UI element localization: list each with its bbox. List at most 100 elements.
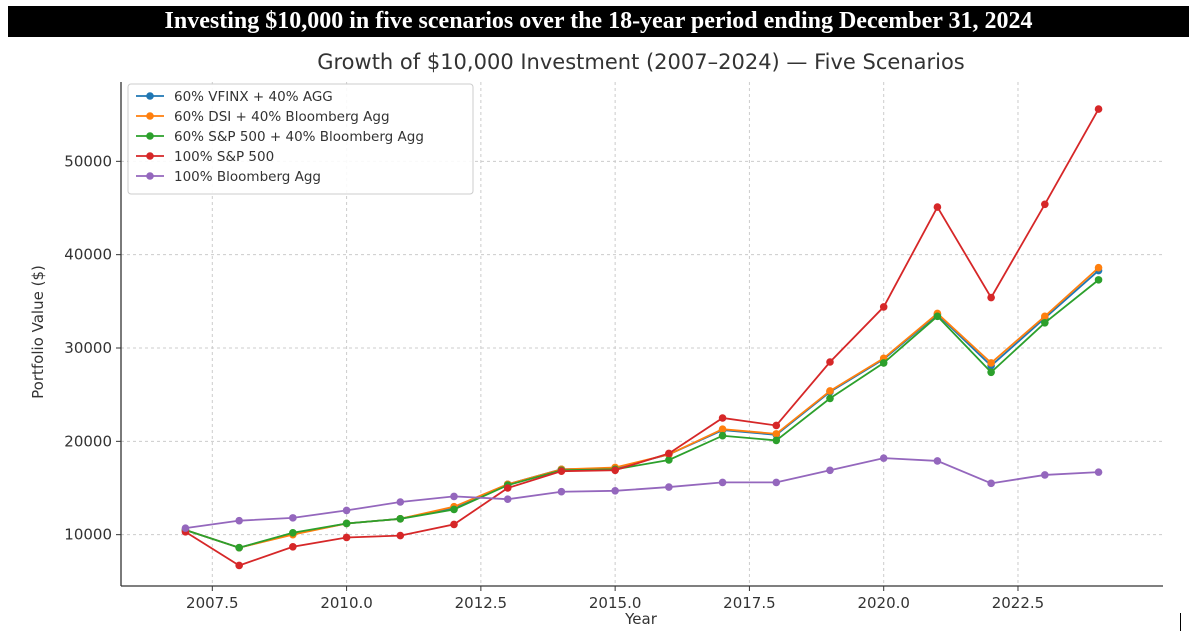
series-line-1 [185,267,1100,549]
data-point-3-11 [772,421,781,430]
legend-item-4: 100% Bloomberg Agg [136,169,321,185]
data-point-4-4 [396,498,405,506]
data-point-4-3 [342,506,351,515]
data-point-2-4 [396,515,405,523]
series-0 [181,266,1103,552]
data-point-3-14 [933,203,942,211]
x-tick-label-3: 2015.0 [589,594,642,612]
data-point-1-16 [1041,312,1049,321]
data-point-3-15 [987,293,995,302]
legend: 60% VFINX + 40% AGG 60% DSI + 40% Bloombe… [127,83,474,195]
data-point-2-11 [772,436,781,445]
legend-swatch-marker-4 [146,172,154,180]
data-point-3-6 [503,484,512,492]
legend-swatch-marker-1 [146,112,154,120]
data-point-3-16 [1041,200,1049,209]
data-point-3-2 [289,543,297,551]
legend-swatch-marker-0 [146,92,154,100]
y-axis-label: Portfolio Value ($) [29,265,47,399]
data-point-2-14 [933,312,942,321]
x-tick-label-4: 2017.5 [723,594,776,612]
y-tick-label-2: 30000 [64,339,112,357]
data-point-4-0 [181,524,190,532]
data-point-2-16 [1041,319,1049,327]
series-line-2 [185,279,1100,549]
data-point-4-17 [1094,468,1103,476]
data-point-3-8 [611,466,619,475]
data-point-3-7 [557,467,566,476]
data-point-4-1 [235,516,243,525]
chart-title: Growth of $10,000 Investment (2007–2024)… [317,50,965,74]
series-3 [181,105,1103,570]
data-point-1-12 [826,387,834,395]
legend-box [127,83,474,195]
x-tick-label-6: 2022.5 [992,594,1045,612]
data-point-4-7 [557,487,566,496]
series-4 [181,454,1103,532]
data-point-3-4 [396,531,405,540]
data-point-4-6 [503,495,512,504]
x-tick-label-0: 2007.5 [186,594,239,612]
data-point-3-12 [826,358,834,366]
data-point-4-13 [879,454,888,462]
y-tick-label-0: 10000 [64,526,112,544]
legend-label-3: 100% S&P 500 [174,149,274,165]
series-1 [181,263,1103,552]
tick-labels: 2007.5 2010.0 2012.5 2015.0 2017.5 2020.0 2022… [64,152,1044,612]
legend-item-0: 60% VFINX + 40% AGG [136,89,333,105]
series-layer [181,105,1103,570]
data-point-2-13 [879,359,888,367]
data-point-3-1 [235,561,243,570]
legend-label-2: 60% S&P 500 + 40% Bloomberg Agg [174,129,424,145]
legend-swatch-marker-3 [146,152,154,160]
legend-item-2: 60% S&P 500 + 40% Bloomberg Agg [136,129,424,145]
data-point-2-15 [987,368,995,377]
data-point-3-3 [342,533,351,542]
x-tick-label-5: 2020.0 [857,594,910,612]
data-point-4-8 [611,487,619,495]
data-point-4-12 [826,466,834,475]
y-tick-label-3: 40000 [64,246,112,264]
banner-title-text: Investing $10,000 in five scenarios over… [164,8,1033,34]
legend-label-4: 100% Bloomberg Agg [174,169,321,185]
data-point-3-10 [718,414,727,422]
data-point-4-11 [772,478,781,487]
data-point-2-9 [665,456,673,464]
legend-label-0: 60% VFINX + 40% AGG [174,89,333,105]
data-point-4-15 [987,479,995,488]
y-tick-label-4: 50000 [64,152,112,170]
legend-swatch-marker-2 [146,132,154,140]
axes [116,82,1163,591]
legend-item-3: 100% S&P 500 [136,149,274,165]
series-line-0 [185,269,1100,549]
data-point-2-10 [718,431,727,440]
text-cursor-mark [1180,613,1181,631]
data-point-3-5 [450,520,458,529]
data-point-2-5 [450,505,458,514]
legend-item-1: 60% DSI + 40% Bloomberg Agg [136,109,390,125]
data-point-2-17 [1094,276,1103,284]
series-2 [181,276,1103,552]
x-tick-label-1: 2010.0 [320,594,373,612]
data-point-1-17 [1094,263,1103,272]
legend-label-1: 60% DSI + 40% Bloomberg Agg [174,109,390,125]
data-point-2-1 [235,543,243,552]
data-point-3-13 [879,303,888,311]
y-tick-label-1: 20000 [64,432,112,450]
data-point-4-14 [933,457,942,465]
data-point-1-11 [772,430,781,438]
page-banner-title: Investing $10,000 in five scenarios over… [8,6,1189,37]
data-point-4-5 [450,492,458,501]
data-point-2-12 [826,394,834,403]
data-point-4-9 [665,483,673,491]
data-point-4-16 [1041,471,1049,479]
data-point-2-2 [289,529,297,537]
data-point-3-17 [1094,105,1103,113]
data-point-2-3 [342,519,351,528]
series-line-3 [184,108,1100,567]
data-point-1-15 [987,359,995,367]
data-point-3-9 [665,449,673,458]
x-tick-label-2: 2012.5 [455,594,508,612]
data-point-4-2 [289,514,297,522]
